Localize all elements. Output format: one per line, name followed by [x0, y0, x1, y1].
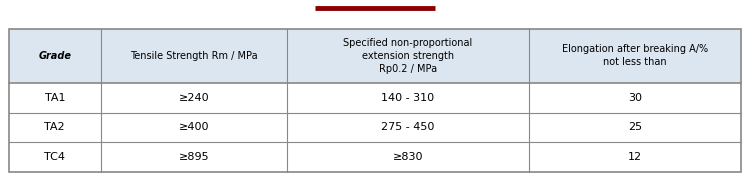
Text: ≥895: ≥895	[178, 152, 209, 162]
Text: 140 - 310: 140 - 310	[382, 93, 434, 103]
Text: TA1: TA1	[44, 93, 65, 103]
Text: Specified non-proportional
extension strength
Rp0.2 / MPa: Specified non-proportional extension str…	[344, 38, 472, 74]
Text: ≥400: ≥400	[178, 122, 209, 132]
Text: 275 - 450: 275 - 450	[381, 122, 435, 132]
Bar	[9, 29, 741, 83]
Text: Grade: Grade	[38, 51, 71, 61]
Text: 25: 25	[628, 122, 642, 132]
Text: ≥240: ≥240	[178, 93, 209, 103]
Bar	[9, 29, 741, 172]
Text: 12: 12	[628, 152, 642, 162]
Text: ≥830: ≥830	[393, 152, 423, 162]
Text: Tensile Strength Rm / MPa: Tensile Strength Rm / MPa	[130, 51, 258, 61]
Text: Elongation after breaking A/%
not less than: Elongation after breaking A/% not less t…	[562, 44, 708, 67]
Text: TC4: TC4	[44, 152, 65, 162]
Text: 30: 30	[628, 93, 642, 103]
Text: TA2: TA2	[44, 122, 65, 132]
